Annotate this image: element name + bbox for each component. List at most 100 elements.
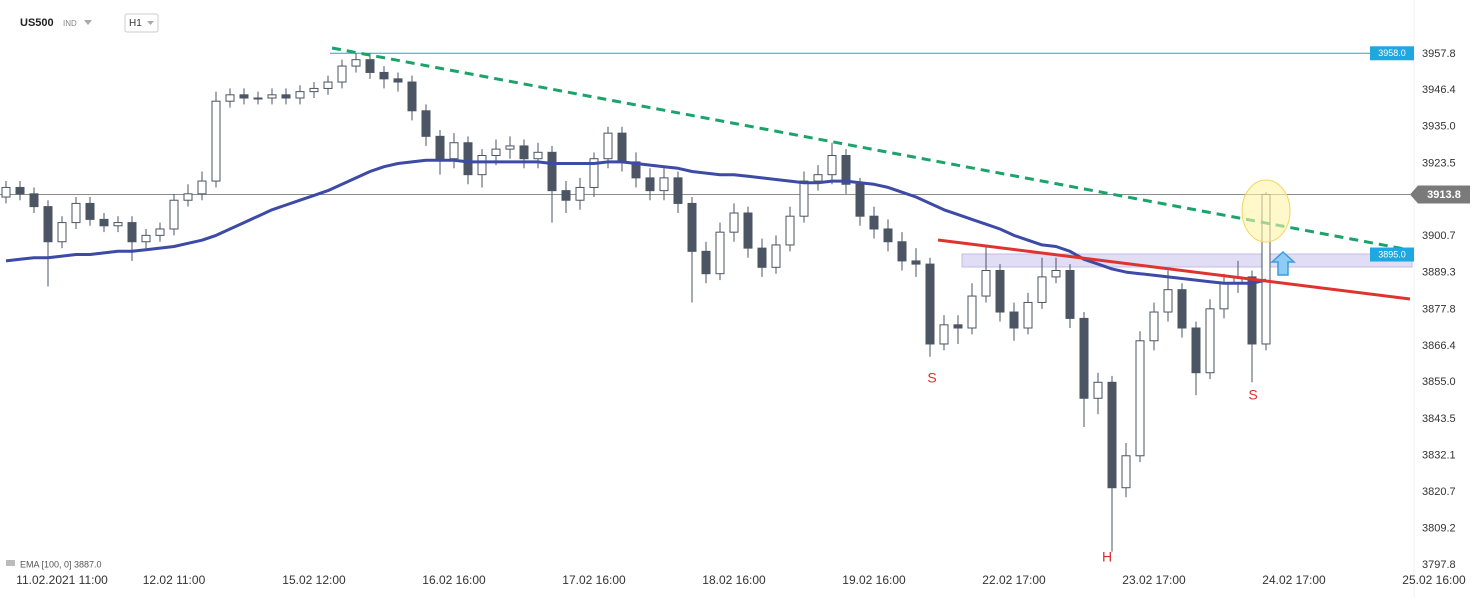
y-tick-label: 3900.7 [1422,230,1456,242]
x-tick-label: 22.02 17:00 [982,573,1046,587]
candle-body [925,263,935,345]
candle-body [1023,301,1033,329]
candle-body [1121,455,1131,489]
y-tick-label: 3889.3 [1422,267,1456,279]
indicator-icon[interactable] [6,560,15,566]
candle-body [603,132,613,160]
resistance-trendline [331,46,1411,252]
candle-body [659,177,669,192]
candle-body [113,222,123,227]
candle-body [995,270,1005,313]
candle-body [1079,317,1089,399]
x-tick-label: 19.02 16:00 [842,573,906,587]
y-tick-label: 3797.8 [1422,559,1456,571]
y-tick-label: 3866.4 [1422,340,1456,352]
market-dropdown[interactable] [84,20,92,25]
back-layer [0,0,1415,598]
y-tick-label: 3855.0 [1422,376,1456,388]
timeframe-button[interactable] [124,13,159,33]
candle-body [281,94,291,99]
candle-body [519,145,529,160]
level-tag [1370,247,1414,262]
candle-body [267,94,277,99]
candle-body [1051,270,1061,278]
candle-body [407,81,417,112]
candle-body [505,145,515,150]
x-tick-label: 11.02.2021 11:00 [16,573,108,587]
timeframe-dropdown [147,21,154,25]
candle-body [743,212,753,249]
support-zone [961,253,1413,268]
candle-body [491,148,501,157]
candle-body [911,260,921,265]
indicator-label: EMA [100, 0] 3887.0 [20,559,102,569]
front-layer: 3957.8 3946.4 3935.0 3923.5 3900.7 3889.3 3877… [16,46,1470,587]
y-tick-label: 3877.8 [1422,303,1456,315]
level-tag [1370,46,1414,61]
candle-body [393,78,403,83]
candle-body [1163,289,1173,313]
y-tick-label: 3809.2 [1422,523,1456,535]
candle-body [813,174,823,182]
candle-body [953,324,963,329]
candle-body [323,81,333,89]
candle-body [1065,270,1075,319]
candle-body [1149,311,1159,342]
candle-body [1107,381,1117,489]
candle-body [981,270,991,297]
x-tick-label: 15.02 12:00 [282,573,346,587]
candle-body [729,212,739,233]
candle-body [967,295,977,329]
candle-body [1177,289,1187,329]
candle-body [1093,381,1103,399]
candle-body [1247,276,1257,345]
data-layer [1,53,1271,552]
symbol: US500 [20,17,54,29]
candle-body [71,202,81,224]
candle-body [295,91,305,99]
x-tick-label: 17.02 16:00 [562,573,626,587]
highlight-ellipse [1241,179,1291,243]
candle-body [785,215,795,246]
candle-body [1219,282,1229,310]
candle-body [1135,340,1145,457]
y-tick-label: 3946.4 [1422,84,1456,96]
market: IND [63,19,77,28]
candle-body [673,177,683,204]
x-tick-label: 12.02 11:00 [143,573,206,587]
candle-body [141,234,151,243]
up-arrow [1270,250,1296,276]
candle-body [421,110,431,137]
candle-body [337,65,347,83]
candle-body [617,132,627,163]
last-price-tag [1410,185,1470,204]
ema-line [5,158,1267,285]
pattern-label: S [927,370,936,386]
last-price-label: 3913.8 [1427,189,1461,201]
pattern-label: S [1248,387,1257,403]
candle-body [365,59,375,73]
candle-body [43,206,53,243]
candle-body [855,183,865,217]
timeframe: H1 [129,18,142,29]
y-tick-label: 3935.0 [1422,121,1456,133]
y-tick-label: 3843.5 [1422,413,1456,425]
x-tick-label: 16.02 16:00 [422,573,486,587]
x-tick-label: 23.02 17:00 [1122,573,1186,587]
candle-body [561,190,571,201]
candle-body [631,161,641,179]
candle-body [253,97,263,100]
candle-body [197,180,207,195]
candle-body [575,186,585,201]
candle-body [449,142,459,160]
candle-body [869,215,879,230]
candle-body [1037,276,1047,303]
candle-body [645,177,655,192]
y-tick-label: 3820.7 [1422,486,1456,498]
candle-body [771,244,781,268]
candle-body [239,94,249,99]
candle-body [939,324,949,345]
candle-body [183,193,193,201]
candle-body [463,142,473,176]
